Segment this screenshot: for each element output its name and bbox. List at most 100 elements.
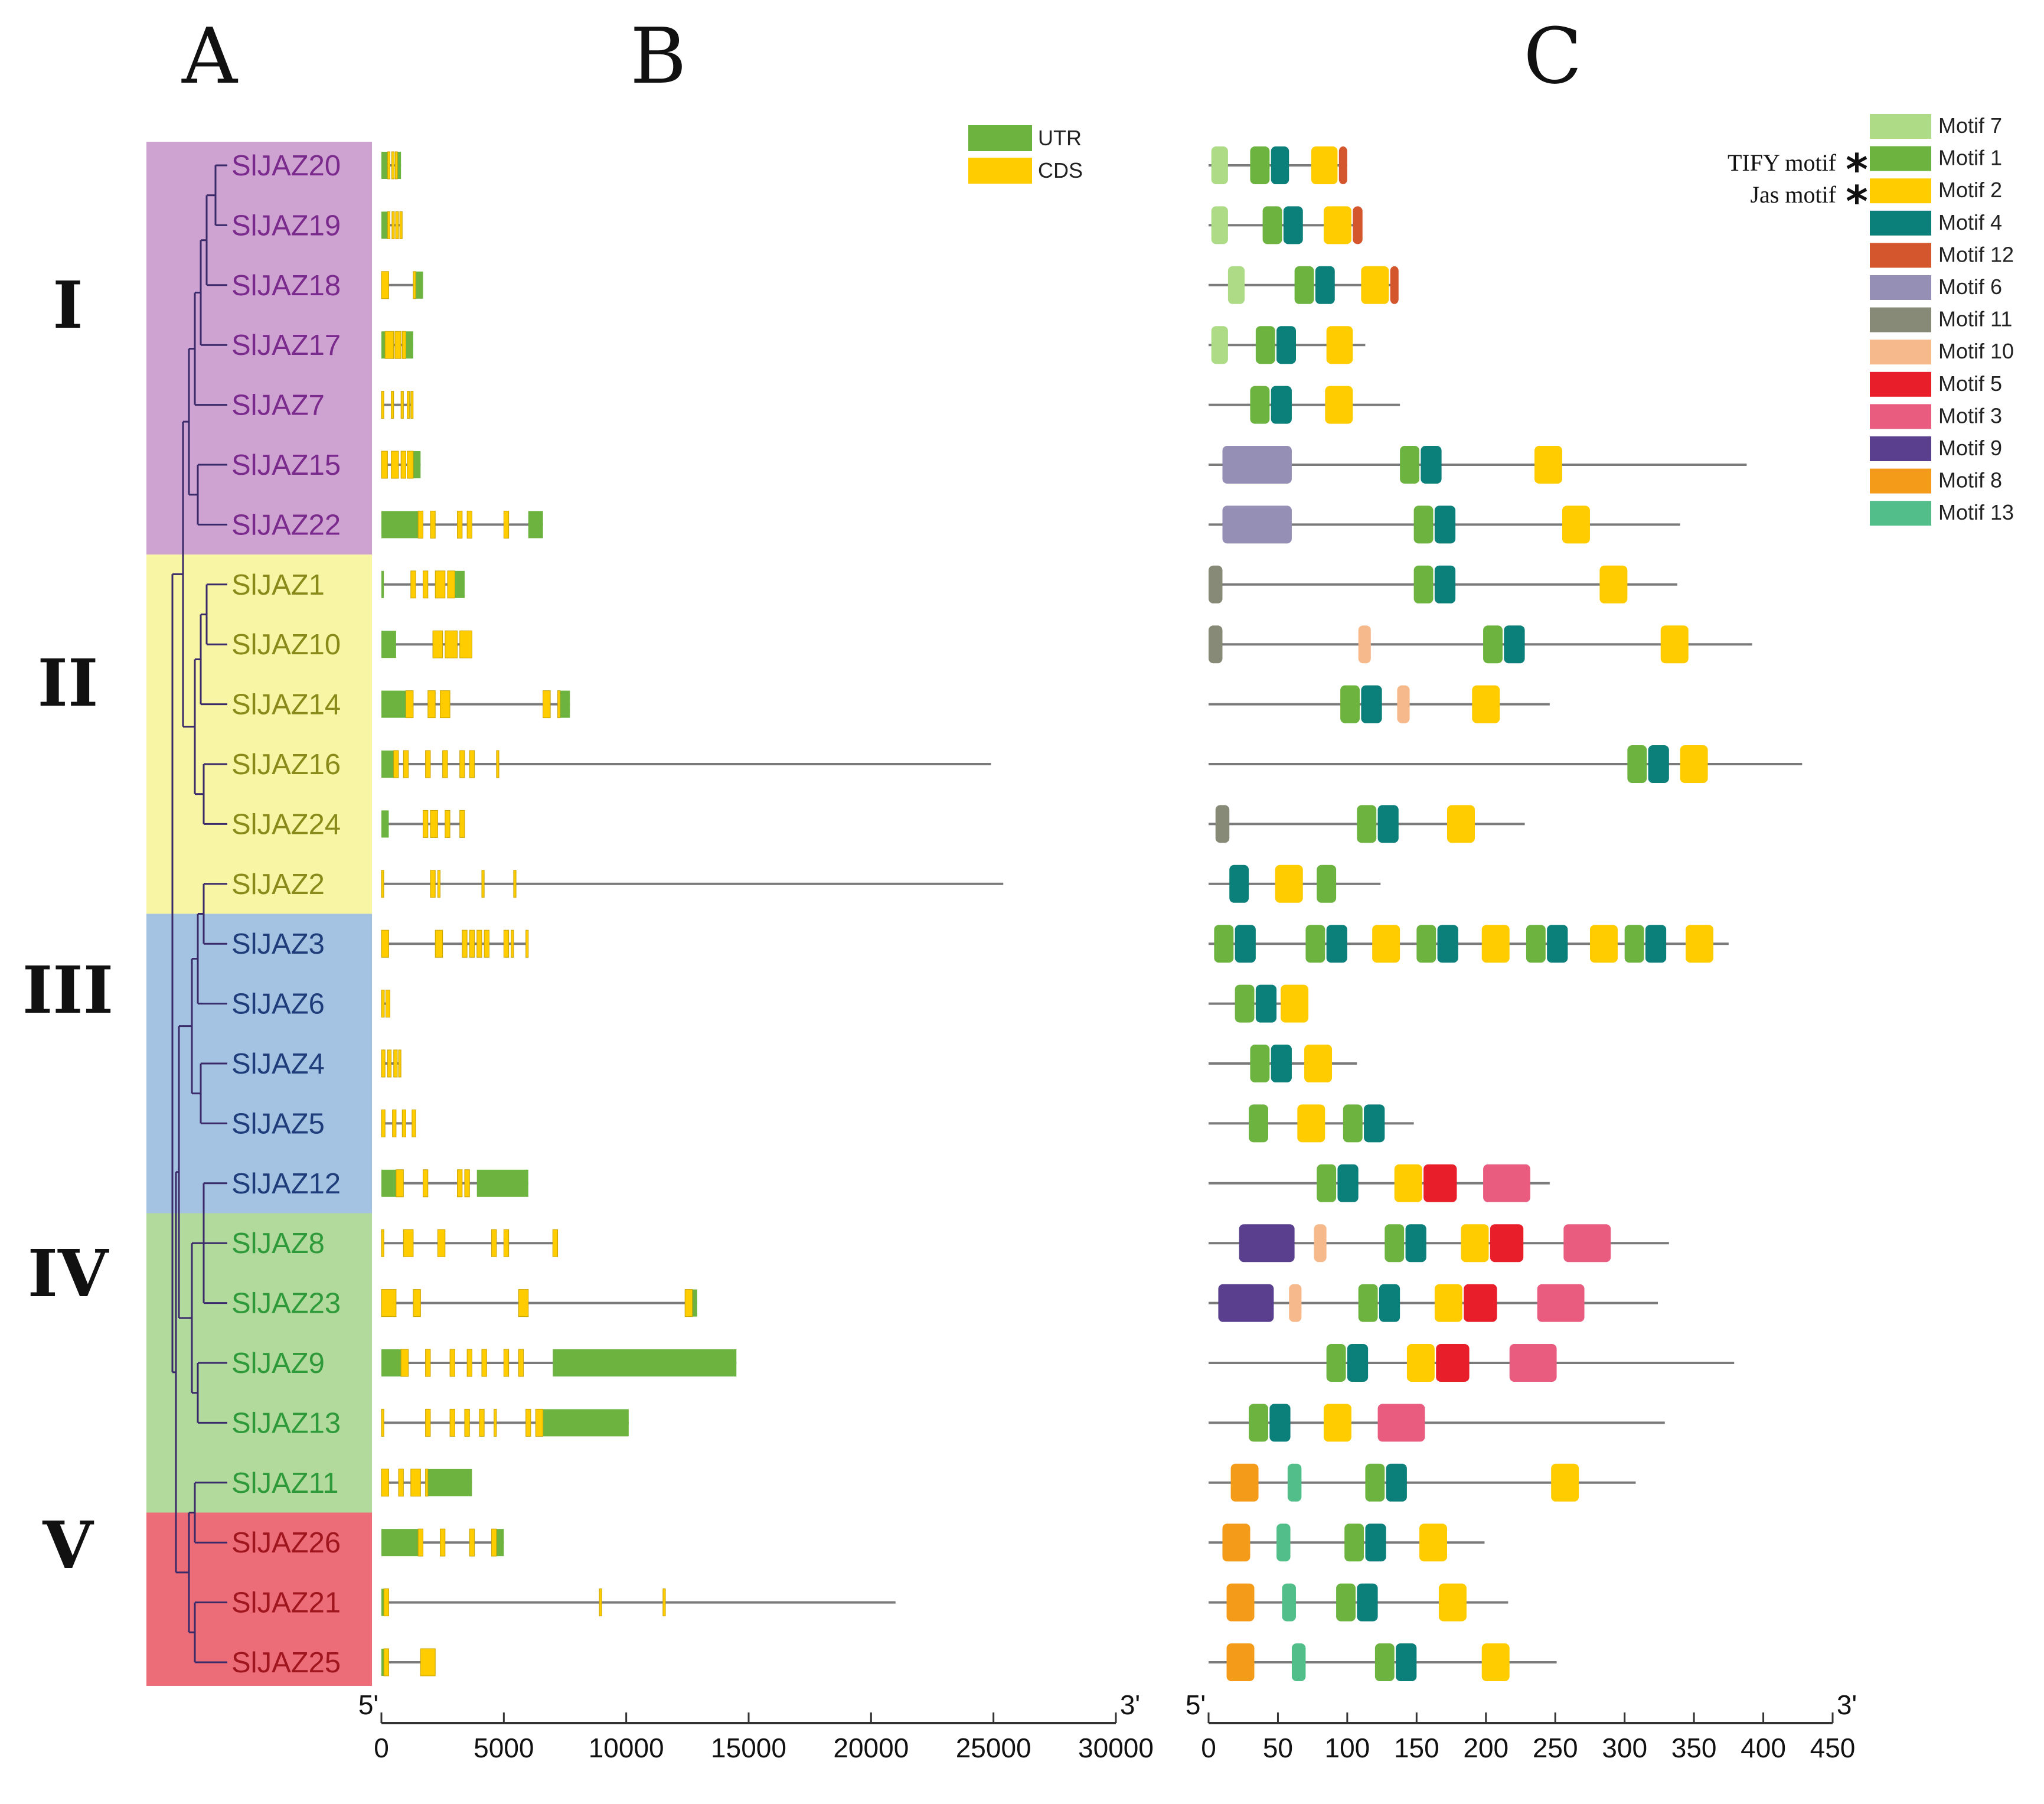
motif-structure-row [1209, 386, 1400, 424]
motif-10-box [1289, 1284, 1302, 1322]
motif-3-box [1483, 1164, 1530, 1202]
cds-block [381, 929, 389, 958]
utr-block [381, 1529, 419, 1557]
gene-structure-row [381, 1408, 629, 1437]
motif-structure-row [1209, 685, 1550, 723]
jas-star-icon: * [1846, 177, 1868, 226]
axis_gene-right-end: 3' [1120, 1689, 1140, 1720]
utr-block [543, 1409, 629, 1437]
panel-label-b: B [630, 11, 687, 101]
cds-block [383, 1588, 389, 1617]
panel-label-c: C [1523, 11, 1582, 101]
gene-label: SlJAZ14 [231, 689, 341, 721]
legend-utr-swatch [968, 125, 1032, 151]
motif-structure-row [1209, 446, 1747, 484]
utr-block [381, 1649, 384, 1676]
cds-block [413, 271, 416, 299]
cds-block [662, 1588, 666, 1617]
cds-block [481, 1349, 487, 1377]
gene-label: SlJAZ24 [231, 808, 341, 840]
utr-block [381, 1588, 384, 1616]
group-band-iii [146, 914, 372, 1213]
motif-1-box [1336, 1583, 1356, 1622]
motif-7-box [1211, 146, 1228, 184]
utr-block [416, 271, 423, 299]
cds-block [449, 1408, 455, 1437]
axes: 0 5000 10000 15000 20000 25000 30000 5' 3' 0 50 100… [358, 1689, 1857, 1763]
cds-block [503, 1229, 510, 1257]
cds-block [469, 750, 475, 778]
cds-block [391, 151, 395, 180]
group-label-iv: IV [28, 1235, 109, 1312]
cds-block [412, 1109, 416, 1137]
gene-label: SlJAZ12 [231, 1168, 341, 1200]
utr-block [455, 570, 465, 598]
motif-3-box [1509, 1344, 1557, 1382]
cds-block [396, 1169, 404, 1198]
cds-block [430, 510, 436, 539]
motif-8-box [1230, 1463, 1259, 1502]
motif-4-box [1396, 1643, 1417, 1681]
cds-block [535, 1408, 544, 1437]
cds-block [398, 1469, 404, 1497]
legend-motif-2-label: Motif 2 [1938, 178, 2002, 202]
cds-block [405, 690, 414, 719]
motif-1-box [1250, 1045, 1270, 1082]
motif-structure-row [1209, 1463, 1636, 1502]
motif-4-box [1271, 386, 1292, 424]
gene-structure-row [381, 391, 414, 419]
cds-block [381, 391, 384, 419]
gene-structure-row [381, 630, 472, 658]
cds-block [464, 1408, 470, 1437]
cds-block [511, 929, 514, 958]
motif-4-box [1437, 925, 1458, 963]
motif-structure-row [1209, 326, 1366, 364]
motif-structure-row [1209, 805, 1525, 843]
motif-7-box [1211, 326, 1228, 364]
gene-structure-row [381, 810, 465, 838]
motif-structure-row [1209, 984, 1309, 1023]
motif-structure-row [1209, 1524, 1485, 1562]
motif-2-box [1281, 984, 1309, 1023]
cds-block [469, 929, 475, 958]
motif-1-box [1255, 326, 1275, 364]
cds-block [552, 1229, 559, 1257]
legend-cds-swatch [968, 158, 1032, 184]
cds-block [394, 331, 401, 359]
motif-1-box [1627, 745, 1647, 783]
motif-6-box [1222, 446, 1292, 484]
cds-block [447, 570, 455, 599]
motif-2-box [1326, 326, 1353, 364]
cds-block [422, 570, 429, 599]
legend-motif-8-swatch [1870, 468, 1931, 494]
cds-block [393, 1049, 398, 1078]
cds-block [394, 151, 398, 180]
cds-block [413, 1289, 421, 1317]
motif-structure-row [1209, 1284, 1658, 1322]
cds-block [420, 1648, 436, 1676]
cds-block [525, 929, 529, 958]
motif-4-box [1326, 925, 1347, 963]
axis_motif-tick-label: 150 [1394, 1733, 1439, 1763]
motif-2-box [1534, 446, 1562, 484]
motif-13-box [1282, 1583, 1296, 1622]
utr-block [560, 690, 570, 718]
motif-1-box [1262, 206, 1282, 244]
gene-label: SlJAZ20 [231, 150, 341, 182]
motif-4-box [1421, 446, 1442, 484]
motif-2-box [1660, 625, 1689, 664]
panel-label-a: A [181, 11, 239, 101]
cds-block [503, 929, 510, 958]
axis_motif-left-end: 5' [1186, 1689, 1206, 1720]
motif-4-box [1645, 925, 1667, 963]
axis_motif-tick-label: 400 [1741, 1733, 1786, 1763]
utr-block [528, 511, 543, 539]
cds-block [381, 1229, 384, 1257]
group-band-i [146, 142, 372, 555]
legend-motif-13-swatch [1870, 501, 1931, 526]
cds-block [491, 1528, 497, 1557]
cds-block [437, 1229, 446, 1257]
cds-block [417, 510, 423, 539]
utr-block [427, 1469, 472, 1496]
axis_gene-tick-label: 10000 [589, 1733, 664, 1763]
